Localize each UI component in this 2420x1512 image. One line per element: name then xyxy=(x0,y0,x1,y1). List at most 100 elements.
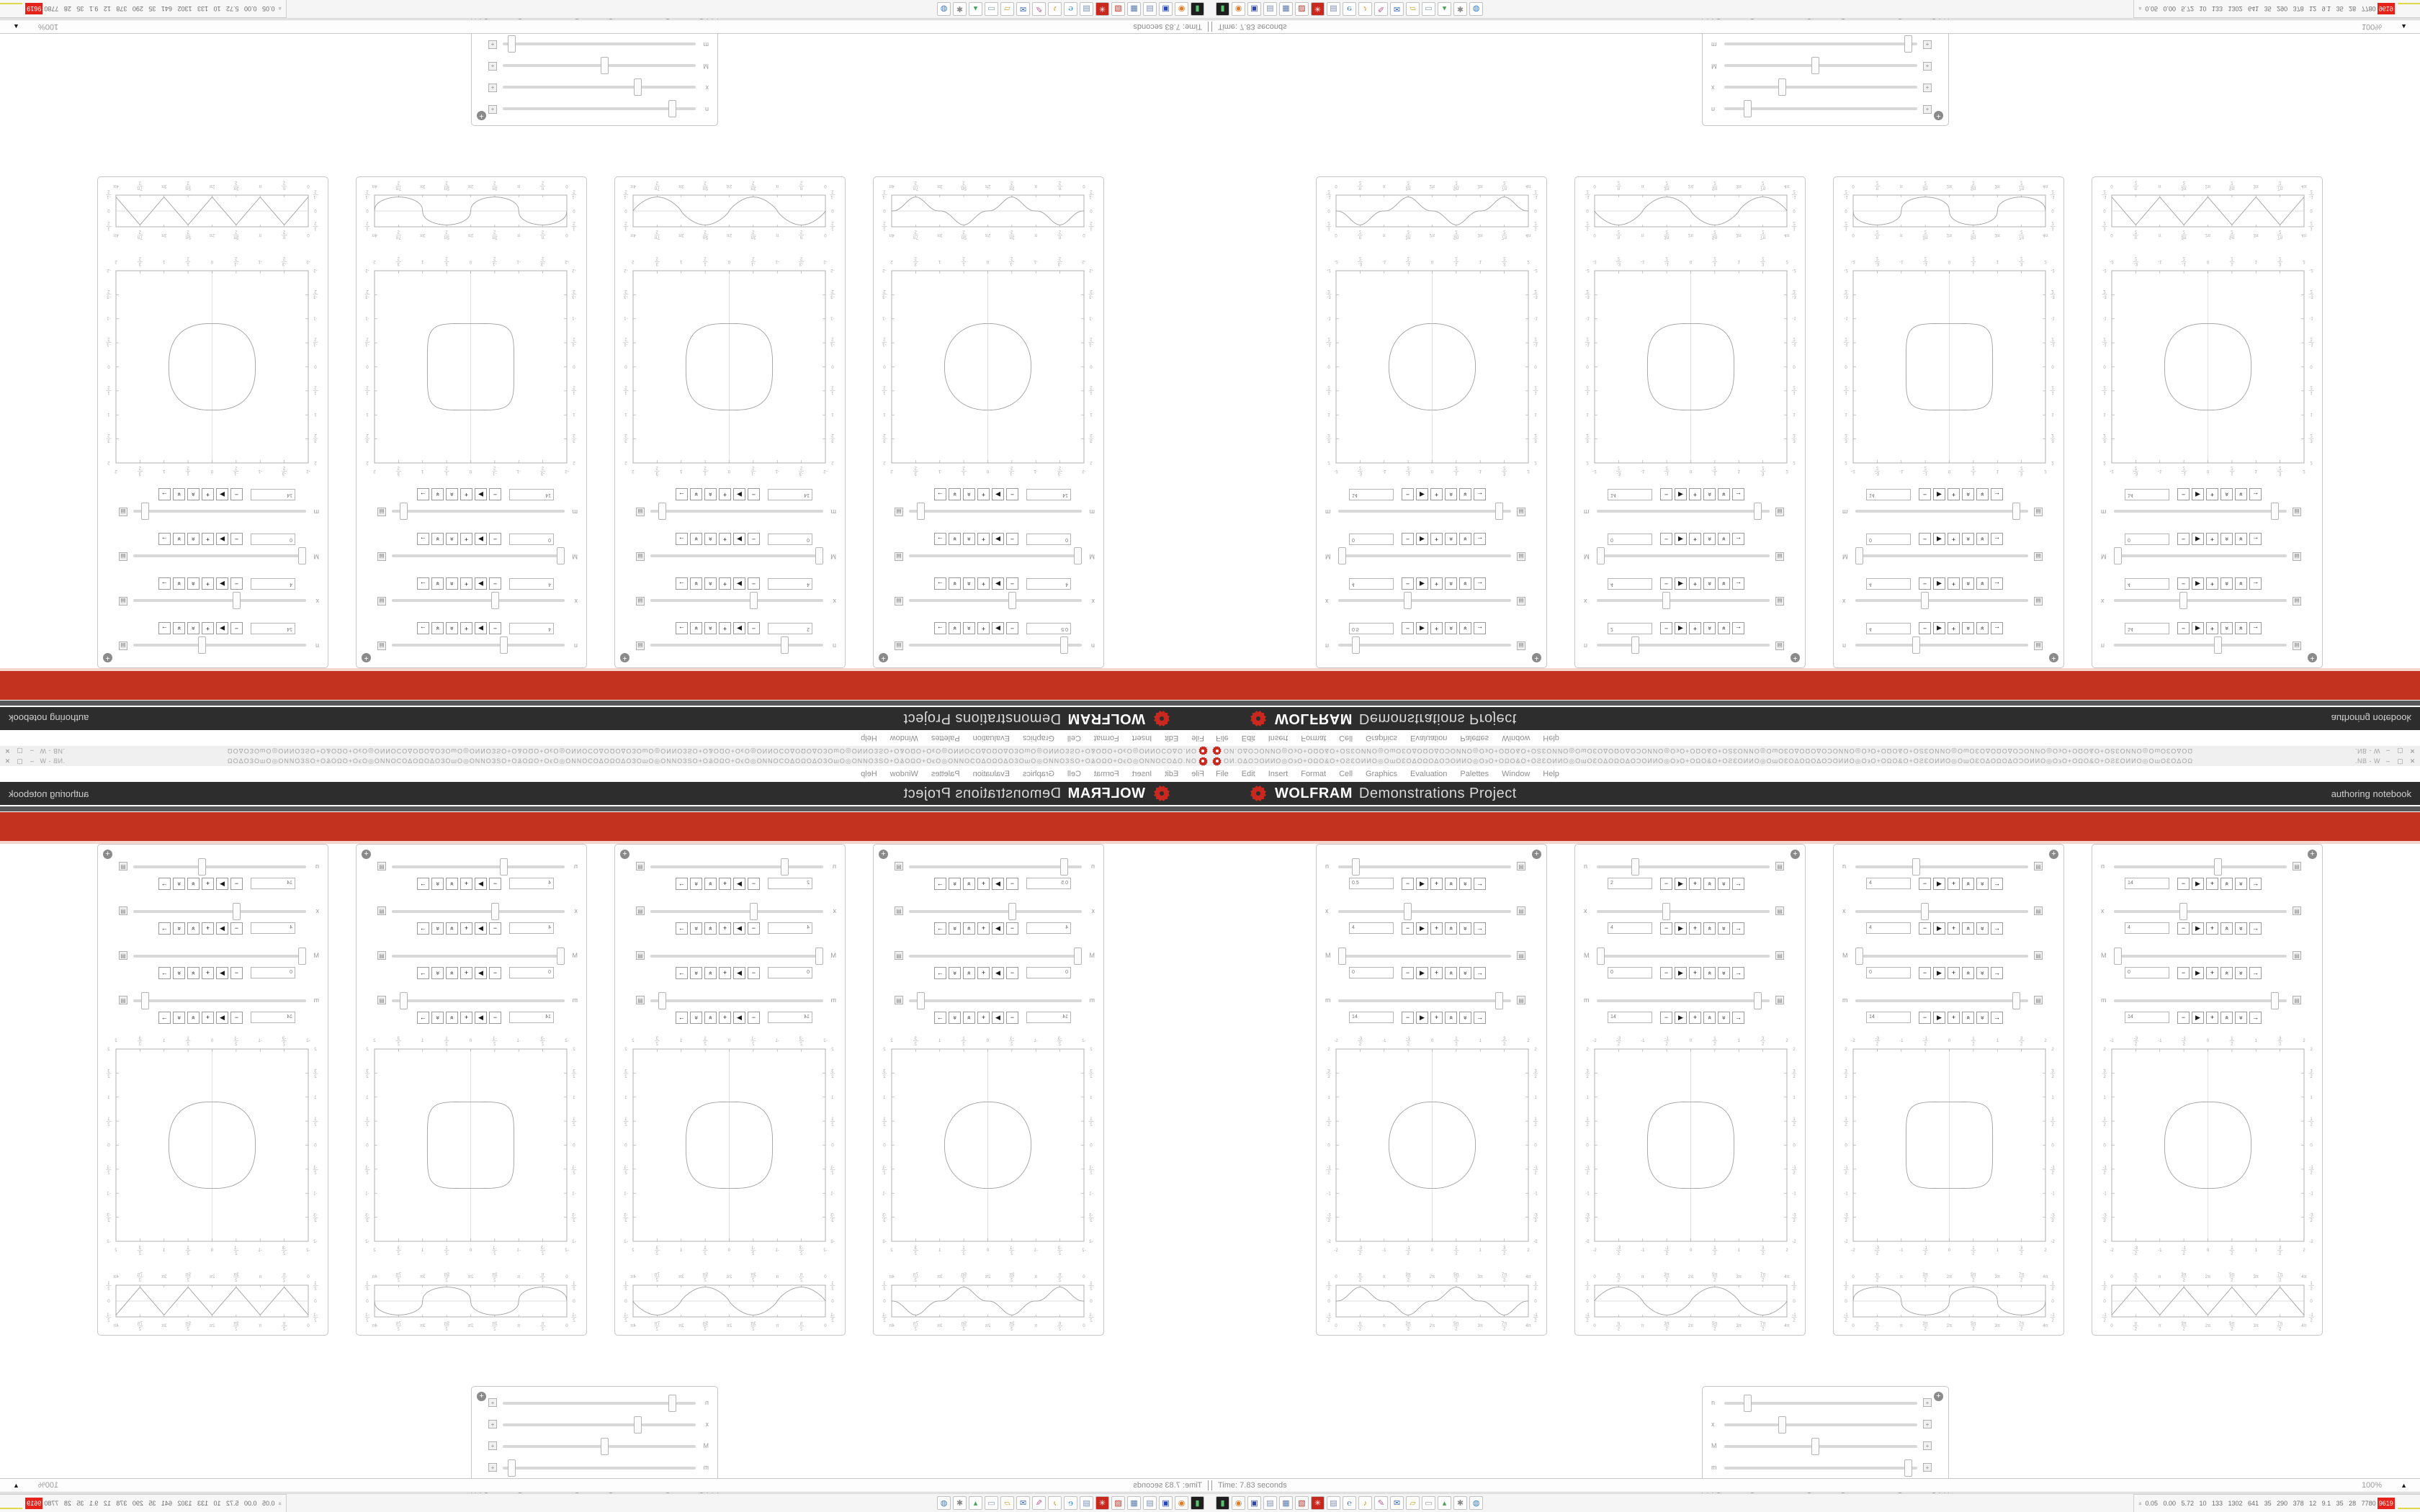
speed-up-button[interactable]: » xyxy=(963,622,975,634)
slider-menu-button[interactable]: ▤ xyxy=(1517,552,1525,561)
value-input[interactable]: 0 xyxy=(768,967,812,978)
speed-up-button[interactable]: » xyxy=(1445,488,1457,500)
value-input[interactable]: 4 xyxy=(251,922,295,934)
increment-button[interactable]: + xyxy=(460,922,472,935)
increment-button[interactable]: + xyxy=(1689,488,1701,500)
value-input[interactable]: 4 xyxy=(509,922,554,934)
direction-button[interactable]: → xyxy=(1474,878,1486,890)
play-button[interactable]: ▶ xyxy=(216,533,228,545)
notepad-icon[interactable]: ▤ xyxy=(1143,2,1157,16)
speed-down-button[interactable]: » xyxy=(690,577,702,590)
direction-button[interactable]: → xyxy=(2249,577,2262,590)
value-input[interactable]: 0 xyxy=(1349,534,1394,545)
speed-down-button[interactable]: » xyxy=(1459,577,1471,590)
chart-app-icon[interactable]: ▴ xyxy=(1438,2,1451,16)
play-button[interactable]: ▶ xyxy=(2192,533,2204,545)
slider-menu-button[interactable]: + xyxy=(1923,105,1932,114)
increment-button[interactable]: + xyxy=(1689,577,1701,590)
speed-down-button[interactable]: » xyxy=(1976,967,1989,979)
decrement-button[interactable]: − xyxy=(748,967,760,979)
speed-down-button[interactable]: » xyxy=(1976,1012,1989,1024)
value-input[interactable]: 4 xyxy=(1608,578,1652,590)
speed-up-button[interactable]: » xyxy=(2220,922,2233,935)
value-input[interactable]: 14 xyxy=(509,489,554,500)
speed-down-button[interactable]: » xyxy=(1976,577,1989,590)
maximize-button[interactable]: ▢ xyxy=(17,757,23,765)
slider-thumb[interactable] xyxy=(1778,78,1787,96)
increment-button[interactable]: + xyxy=(719,1012,731,1024)
slider-track[interactable] xyxy=(909,955,1082,958)
value-input[interactable]: 0 xyxy=(1026,967,1071,978)
decrement-button[interactable]: − xyxy=(489,1012,501,1024)
play-button[interactable]: ▶ xyxy=(992,922,1004,935)
decrement-button[interactable]: − xyxy=(230,577,243,590)
slider-menu-button[interactable]: ▤ xyxy=(2293,642,2301,650)
slider-track[interactable] xyxy=(503,64,696,67)
slider-track[interactable] xyxy=(503,1467,696,1470)
internet-icon[interactable]: ℮ xyxy=(1343,1496,1356,1510)
speed-down-button[interactable]: » xyxy=(1976,922,1989,935)
minimize-button[interactable]: – xyxy=(30,747,35,755)
slider-thumb[interactable] xyxy=(633,1416,642,1434)
increment-button[interactable]: + xyxy=(202,577,214,590)
slider-track[interactable] xyxy=(1338,554,1511,557)
speed-up-button[interactable]: » xyxy=(1445,622,1457,634)
speed-down-button[interactable]: » xyxy=(173,967,185,979)
speed-down-button[interactable]: » xyxy=(1459,878,1471,890)
menu-item-window[interactable]: Window xyxy=(889,770,918,778)
slider-thumb[interactable] xyxy=(500,636,508,654)
direction-button[interactable]: → xyxy=(2249,488,2262,500)
speed-down-button[interactable]: » xyxy=(173,577,185,590)
slider-menu-button[interactable]: + xyxy=(1923,62,1932,71)
decrement-button[interactable]: − xyxy=(1006,488,1018,500)
slider-thumb[interactable] xyxy=(601,1438,609,1455)
increment-button[interactable]: + xyxy=(460,533,472,545)
slider-thumb[interactable] xyxy=(1337,547,1346,564)
speed-up-button[interactable]: » xyxy=(2220,967,2233,979)
speed-up-button[interactable]: » xyxy=(1962,1012,1974,1024)
value-input[interactable]: 14 xyxy=(2125,623,2169,634)
slider-menu-button[interactable]: ▤ xyxy=(1517,906,1525,915)
decrement-button[interactable]: − xyxy=(1660,577,1672,590)
decrement-button[interactable]: − xyxy=(1660,922,1672,935)
slider-thumb[interactable] xyxy=(668,1395,676,1412)
play-button[interactable]: ▶ xyxy=(475,488,487,500)
direction-button[interactable]: → xyxy=(1991,533,2003,545)
increment-button[interactable]: + xyxy=(1689,967,1701,979)
value-input[interactable]: 0 xyxy=(1866,967,1911,978)
speed-up-button[interactable]: » xyxy=(704,622,717,634)
slider-menu-button[interactable]: ▤ xyxy=(1517,951,1525,960)
play-button[interactable]: ▶ xyxy=(733,878,745,890)
increment-button[interactable]: + xyxy=(977,533,990,545)
slider-thumb[interactable] xyxy=(781,858,789,876)
speed-down-button[interactable]: » xyxy=(1976,488,1989,500)
slider-menu-button[interactable]: ▤ xyxy=(377,862,386,870)
speed-down-button[interactable]: » xyxy=(173,878,185,890)
slider-track[interactable] xyxy=(392,644,565,647)
direction-button[interactable]: → xyxy=(1991,967,2003,979)
slider-track[interactable] xyxy=(1724,86,1917,89)
increment-button[interactable]: + xyxy=(1430,622,1443,634)
folder-icon[interactable]: ▱ xyxy=(1000,1496,1014,1510)
mail-icon[interactable]: ✉ xyxy=(1016,2,1030,16)
play-button[interactable]: ▶ xyxy=(1933,577,1945,590)
menu-item-palettes[interactable]: Palettes xyxy=(931,770,960,778)
slider-menu-button[interactable]: ▤ xyxy=(2293,951,2301,960)
speed-down-button[interactable]: » xyxy=(1718,577,1730,590)
slider-menu-button[interactable]: + xyxy=(1923,1441,1932,1450)
slider-menu-button[interactable]: ▤ xyxy=(2293,552,2301,561)
slider-thumb[interactable] xyxy=(916,992,925,1009)
speed-up-button[interactable]: » xyxy=(704,577,717,590)
slider-track[interactable] xyxy=(1855,599,2028,602)
slider-menu-button[interactable]: + xyxy=(488,62,497,71)
decrement-button[interactable]: − xyxy=(2177,533,2190,545)
chart-app-icon[interactable]: ▴ xyxy=(969,2,982,16)
speed-up-button[interactable]: » xyxy=(446,967,458,979)
menu-item-graphics[interactable]: Graphics xyxy=(1022,734,1054,742)
play-button[interactable]: ▶ xyxy=(475,577,487,590)
slider-track[interactable] xyxy=(2114,554,2287,557)
decrement-button[interactable]: − xyxy=(1919,922,1931,935)
maximize-button[interactable]: ▢ xyxy=(17,747,23,755)
slider-menu-button[interactable]: + xyxy=(1923,1463,1932,1472)
notepad-icon[interactable]: ▤ xyxy=(1143,1496,1157,1510)
